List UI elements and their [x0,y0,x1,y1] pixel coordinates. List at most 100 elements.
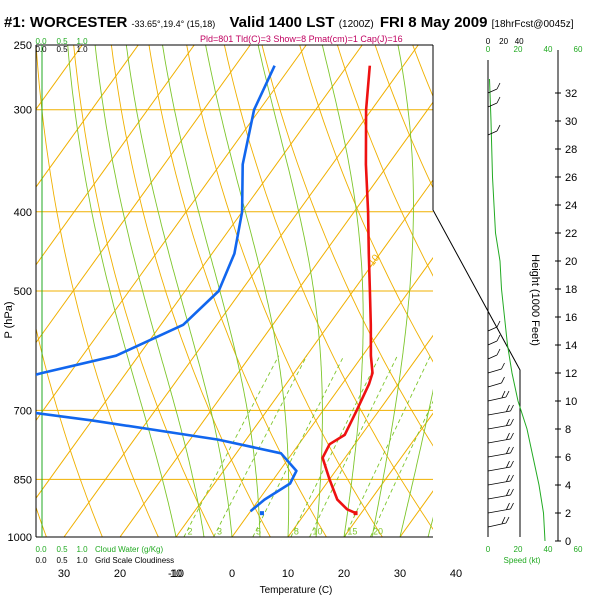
dry-adiabat [450,45,600,537]
wind-barb-flag [496,124,501,132]
wind-barb-shaft [487,424,511,430]
height-tick-label: 30 [565,116,577,128]
dry-adiabat [336,45,433,277]
wind-barb-flag [510,418,514,426]
surface-dewpoint-marker [259,511,264,516]
temperature-profile [321,65,374,515]
dry-adiabat [299,45,433,363]
cloud-water-tick-top: 1.0 [76,37,88,46]
isotherm-line [343,412,433,537]
height-axis-label: Height (1000 Feet) [529,254,541,346]
wind-barb [487,390,510,402]
moist-adiabat [94,45,205,537]
speed-tick-bottom: 40 [544,545,553,554]
grid-scale-tick-top: 0.5 [56,45,68,54]
speed-tick-bottom: 20 [514,545,523,554]
height-tick-label: 14 [565,340,577,352]
pressure-tick-label: 1000 [8,532,32,544]
mixing-ratio-label: 20 [373,527,383,537]
cloud-water-label: Cloud Water (g/Kg) [95,545,164,554]
moist-adiabat [321,45,364,537]
wind-barb-flag [506,460,510,468]
wind-barb [487,320,501,332]
mixing-ratio-label: 5 [256,527,261,537]
wind-barb-flag [496,334,501,342]
height-tick-label: 26 [565,172,577,184]
wind-speed-profile [489,78,546,542]
moist-adiabat [205,45,290,537]
mixing-ratio-line [344,355,431,537]
wind-barb-shaft [487,382,502,388]
grid-scale-tick-bottom: 1.0 [76,556,88,565]
wind-barb-shaft [487,340,498,346]
dry-adiabat [186,45,383,537]
isotherm-line [287,334,433,537]
sounding-profiles [36,65,374,516]
speed-tick-bottom: 60 [574,545,583,554]
wind-barb-shaft [487,508,511,514]
isotherm-line [36,45,251,344]
forecast-label: [18hrFcst@0045z] [491,19,574,30]
cloud-water-tick-top: 0.0 [35,37,47,46]
wind-barb-shaft [487,396,507,402]
wind-barb-flag [501,362,505,370]
dry-adiabat [488,45,600,537]
wind-barb-flag [510,474,514,482]
wind-barb-shaft [487,452,511,458]
height-tick-label: 16 [565,312,577,324]
moist-adiabat [125,45,233,537]
dry-adiabat [36,45,159,537]
wind-barb [487,96,501,108]
utc-time: (1200Z) [338,19,374,30]
isotherm-label: 10 [524,189,540,205]
wind-barb-flag [501,390,506,398]
isotherm-label: -10 [365,252,383,271]
wind-barb-flag [510,488,514,496]
wind-barb-shaft [487,438,511,444]
wind-barb-flag [496,348,501,356]
wind-barb [487,502,514,514]
wind-barb-flag [510,404,514,412]
wind-barb [487,432,514,444]
wind-barb-flag [510,432,514,440]
speed-axis-label: Speed (kt) [504,556,541,565]
station-name: #1: WORCESTER [4,14,128,31]
grid-scale-tick-bottom: 0.0 [35,556,47,565]
wind-barb-shaft [487,326,498,332]
grid-scale-tick-bottom: 0.5 [56,556,68,565]
height-tick-label: 10 [565,396,577,408]
wind-barb-shaft [487,88,498,94]
mixing-ratio-label: 15 [347,527,357,537]
dry-adiabat [261,45,433,447]
wind-barb [487,460,514,472]
wind-barb [487,334,501,346]
wind-barb [487,124,501,136]
dry-adiabat [223,45,433,530]
pressure-tick-label: 500 [14,286,32,298]
wind-barb-flag [510,446,514,454]
height-tick-label: 2 [565,508,571,520]
grid-scale-tick-top: 1.0 [76,45,88,54]
speed-tick-top: 40 [544,45,553,54]
height-tick-label: 24 [565,200,577,212]
wind-barb-flag [506,418,510,426]
wind-barb-flag [496,82,501,90]
pressure-axis-label: P (hPa) [3,301,15,338]
wind-barb-shaft [487,354,498,360]
wind-barb-flag [506,488,510,496]
mixing-ratio-label: 10 [313,527,323,537]
wind-barb-flag [496,96,501,104]
wind-barb-flag [510,502,514,510]
height-tick-label: 6 [565,452,571,464]
temperature-tick-label: 40 [450,568,462,580]
temperature-tick-label: 30 [394,568,406,580]
mixing-ratio-line [369,400,433,537]
temperature-axis-label: Temperature (C) [260,585,333,596]
mixing-ratio-label: 2 [187,527,192,537]
dry-adiabat [148,45,327,537]
wind-barb-flag [506,404,510,412]
pressure-tick-label: 850 [14,474,32,486]
cloud-water-tick-bottom: 1.0 [76,545,88,554]
cloud-water-tick-top: 0.5 [56,37,68,46]
